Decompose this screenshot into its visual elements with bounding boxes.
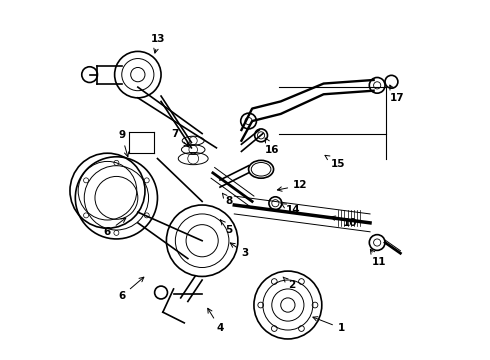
Text: 3: 3: [230, 243, 248, 258]
Text: 2: 2: [283, 277, 295, 291]
Text: 8: 8: [222, 193, 233, 206]
Text: 17: 17: [390, 85, 404, 103]
Text: 7: 7: [172, 129, 189, 147]
Text: 9: 9: [118, 130, 129, 157]
Text: 15: 15: [325, 155, 345, 169]
Text: 4: 4: [208, 308, 223, 333]
Text: 16: 16: [265, 138, 279, 155]
Text: 13: 13: [151, 34, 166, 53]
Text: 10: 10: [331, 216, 358, 228]
Text: 11: 11: [370, 249, 386, 267]
Text: 12: 12: [277, 180, 308, 191]
Text: 1: 1: [313, 317, 345, 333]
Text: 14: 14: [281, 203, 300, 215]
Text: 5: 5: [220, 220, 233, 235]
Text: 6: 6: [118, 277, 144, 301]
Text: 6: 6: [104, 218, 126, 237]
